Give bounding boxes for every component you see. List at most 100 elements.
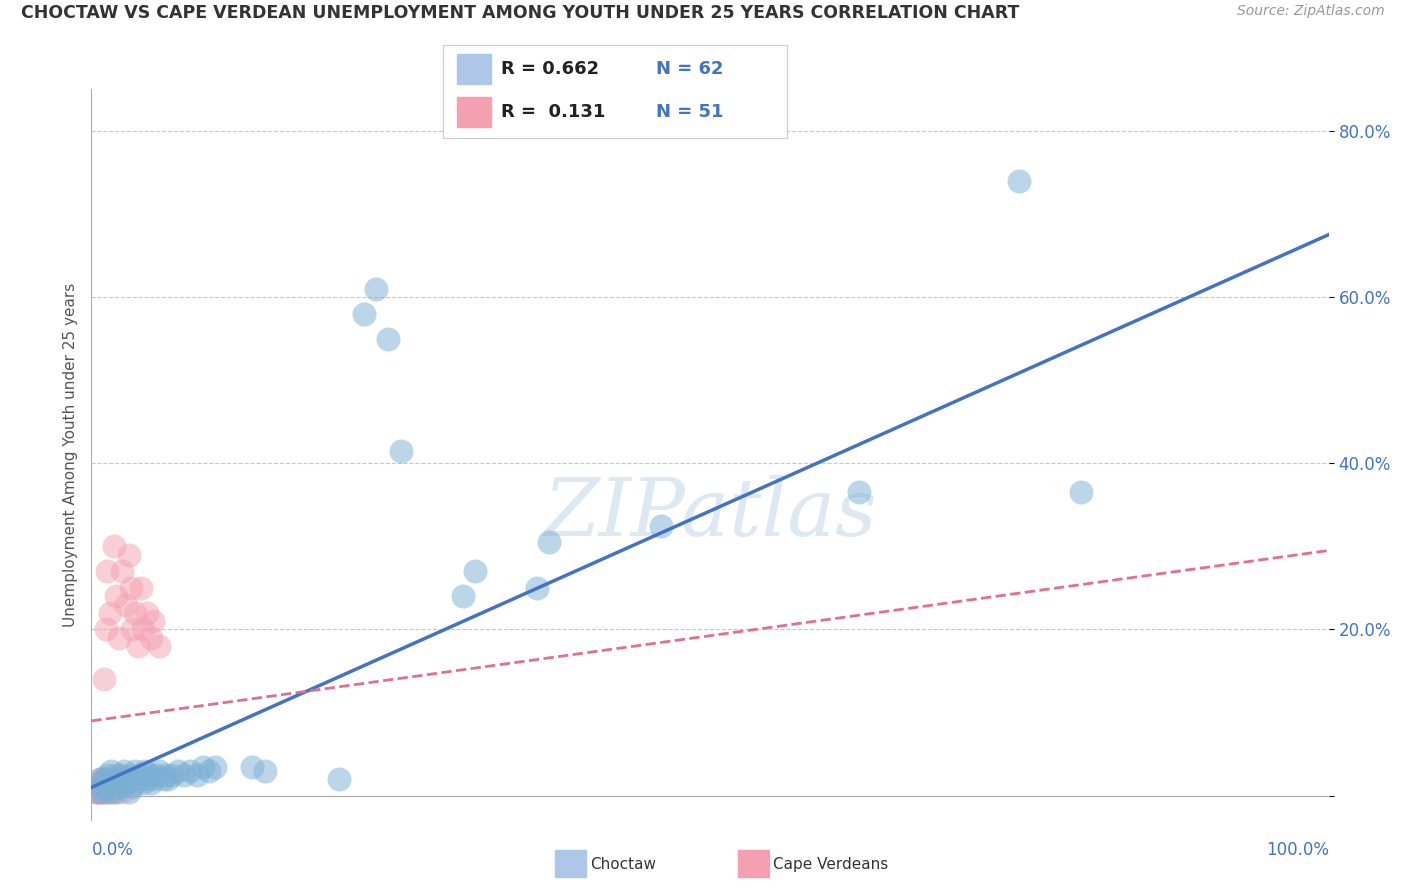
Point [364,282,387,296]
Text: Cape Verdeans: Cape Verdeans [773,857,889,871]
Point [134,764,156,778]
Point [155,768,177,782]
Point [138,768,160,782]
Point [93,784,115,798]
Point [848,485,870,500]
Point [353,307,375,321]
Point [98,772,121,786]
Point [86,780,108,795]
Bar [457,97,491,127]
Point [191,759,214,773]
Point [389,443,412,458]
Point [101,776,124,790]
Point [145,768,167,782]
Point [107,768,129,782]
Point [112,764,135,778]
Point [136,606,159,620]
Point [96,780,118,795]
Point [142,772,165,786]
Point [121,780,143,795]
Point [139,631,162,645]
Point [117,772,139,786]
Point [98,606,121,620]
Point [124,764,146,778]
Point [650,518,672,533]
Point [103,772,125,786]
Point [114,776,136,790]
Point [105,776,128,790]
Text: Source: ZipAtlas.com: Source: ZipAtlas.com [1237,4,1385,19]
Point [96,780,118,795]
Point [538,535,561,549]
Text: CHOCTAW VS CAPE VERDEAN UNEMPLOYMENT AMONG YOUTH UNDER 25 YEARS CORRELATION CHAR: CHOCTAW VS CAPE VERDEAN UNEMPLOYMENT AMO… [21,4,1019,22]
Point [103,768,125,782]
Point [91,772,114,786]
Point [103,784,125,798]
Point [120,581,142,595]
Point [105,784,128,798]
Point [139,776,162,790]
Point [152,772,174,786]
Point [157,772,180,786]
Point [253,764,276,778]
Point [90,776,112,790]
Point [148,639,170,653]
Point [86,784,108,798]
Point [101,780,124,795]
Text: 100.0%: 100.0% [1265,841,1329,859]
Point [96,564,118,578]
Point [204,759,226,773]
Point [121,623,143,637]
Point [98,784,121,798]
Point [105,589,128,603]
Point [124,606,146,620]
Point [328,772,350,786]
Point [115,776,138,790]
Point [90,780,112,795]
Point [127,639,149,653]
Point [132,623,155,637]
Text: 0.0%: 0.0% [91,841,134,859]
Point [173,768,195,782]
Point [105,772,128,786]
Y-axis label: Unemployment Among Youth under 25 years: Unemployment Among Youth under 25 years [62,283,77,627]
Point [97,776,120,790]
Point [179,764,201,778]
Point [132,776,155,790]
Point [107,631,129,645]
Point [89,772,111,786]
Point [96,772,118,786]
Point [136,772,159,786]
Point [94,784,117,798]
Point [198,764,221,778]
Text: N = 51: N = 51 [657,103,724,121]
Point [148,764,170,778]
Point [87,780,110,795]
Point [96,768,118,782]
Point [129,768,152,782]
Point [526,581,548,595]
Point [120,768,142,782]
Point [98,784,121,798]
Text: ZIPatlas: ZIPatlas [543,475,877,552]
Point [167,764,190,778]
Point [240,759,263,773]
Point [127,772,149,786]
Point [129,581,152,595]
Point [117,548,139,562]
Point [86,780,108,795]
Point [105,780,128,795]
Text: R = 0.662: R = 0.662 [502,60,599,78]
Point [107,776,129,790]
Point [1008,173,1031,188]
Point [186,768,208,782]
Point [93,776,115,790]
Point [96,623,118,637]
Point [100,780,122,795]
Point [111,784,134,798]
Point [108,768,131,782]
Point [93,772,115,786]
Point [464,564,486,578]
Text: R =  0.131: R = 0.131 [502,103,606,121]
Point [160,768,183,782]
